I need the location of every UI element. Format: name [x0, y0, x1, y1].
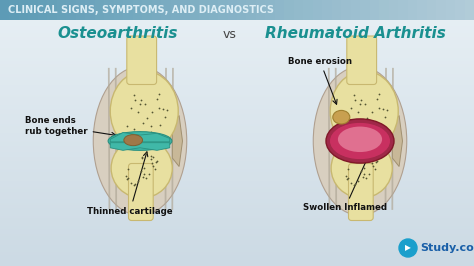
Text: vs: vs	[223, 27, 237, 40]
FancyBboxPatch shape	[347, 36, 377, 85]
Ellipse shape	[333, 110, 350, 124]
Ellipse shape	[330, 71, 398, 152]
Text: Osteoarthritis: Osteoarthritis	[58, 27, 178, 41]
Ellipse shape	[110, 71, 178, 152]
Ellipse shape	[111, 138, 173, 198]
Polygon shape	[392, 115, 402, 167]
Ellipse shape	[93, 66, 187, 215]
Polygon shape	[173, 115, 182, 167]
Ellipse shape	[338, 127, 382, 152]
Ellipse shape	[329, 122, 391, 160]
Text: Study.com: Study.com	[420, 243, 474, 253]
Ellipse shape	[108, 132, 172, 150]
Ellipse shape	[124, 135, 143, 146]
Polygon shape	[110, 143, 170, 150]
Text: Bone ends
rub together: Bone ends rub together	[25, 116, 116, 137]
FancyBboxPatch shape	[0, 0, 474, 20]
FancyBboxPatch shape	[127, 36, 156, 85]
Text: Thinned cartilage: Thinned cartilage	[87, 152, 173, 215]
Circle shape	[399, 239, 417, 257]
FancyBboxPatch shape	[348, 164, 373, 221]
Ellipse shape	[326, 119, 394, 163]
Text: CLINICAL SIGNS, SYMPTOMS, AND DIAGNOSTICS: CLINICAL SIGNS, SYMPTOMS, AND DIAGNOSTIC…	[8, 5, 274, 15]
Text: Rheumatoid Arthritis: Rheumatoid Arthritis	[264, 27, 446, 41]
Text: ▶: ▶	[405, 243, 411, 252]
Text: Swollen Inflamed: Swollen Inflamed	[303, 152, 387, 213]
Text: Bone erosion: Bone erosion	[288, 56, 352, 104]
Polygon shape	[110, 132, 170, 142]
FancyBboxPatch shape	[128, 164, 153, 221]
Ellipse shape	[313, 66, 407, 215]
Ellipse shape	[331, 138, 392, 198]
